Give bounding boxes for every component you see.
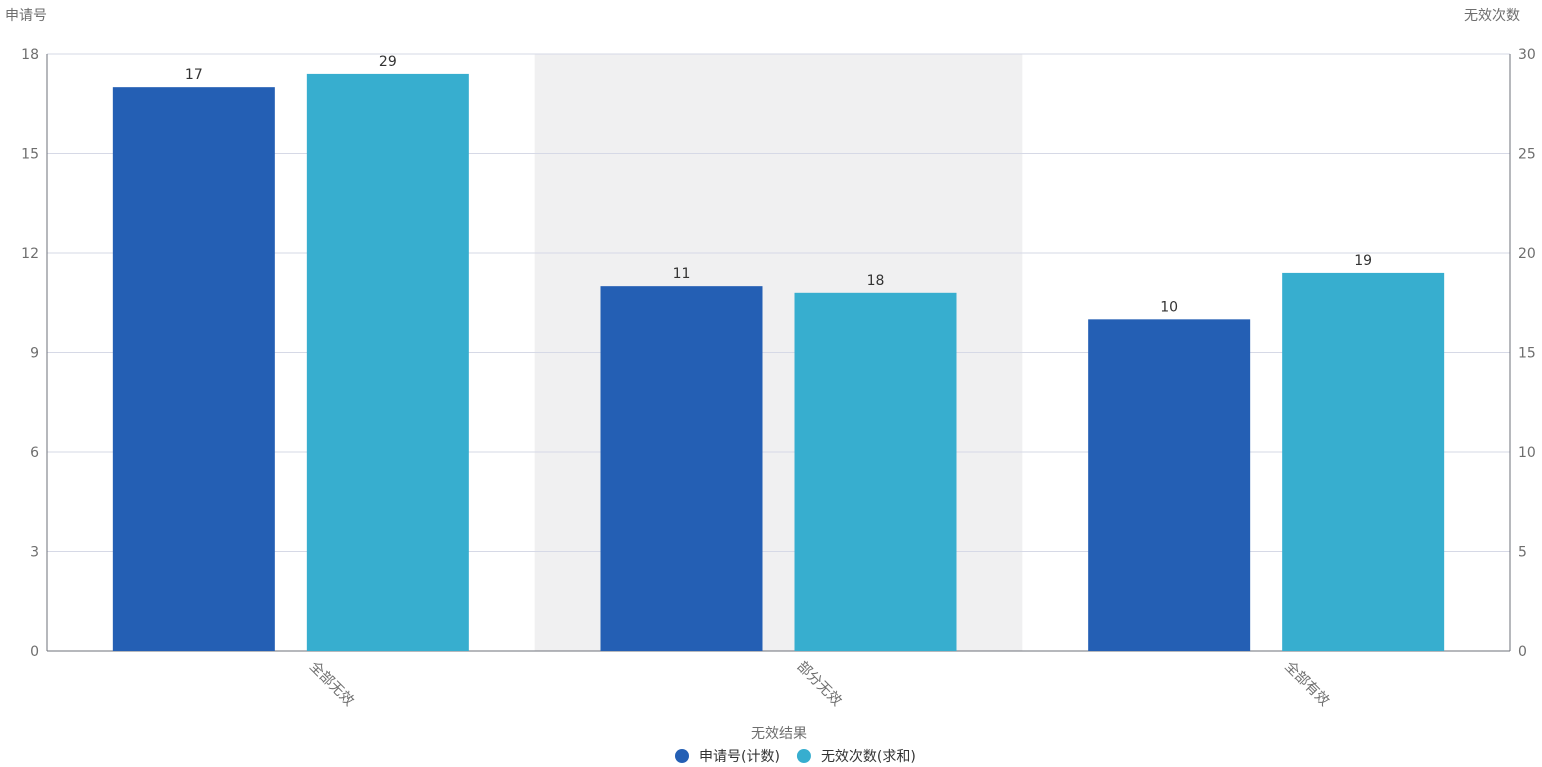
legend-item[interactable]: 无效次数(求和) bbox=[797, 749, 916, 765]
bar[interactable] bbox=[307, 74, 469, 651]
y-left-tick-label: 9 bbox=[30, 346, 39, 362]
y-right-tick-label: 10 bbox=[1518, 445, 1536, 461]
x-category-label: 部分无效 bbox=[794, 659, 845, 710]
y-left-tick-label: 3 bbox=[30, 545, 39, 561]
y-right-tick-label: 15 bbox=[1518, 346, 1536, 362]
y-left-tick-label: 15 bbox=[21, 147, 39, 163]
y-axis-left-title: 申请号 bbox=[5, 8, 47, 24]
y-left-tick-label: 18 bbox=[21, 47, 39, 63]
bar[interactable] bbox=[601, 286, 763, 651]
bar[interactable] bbox=[113, 87, 275, 651]
y-right-tick-label: 25 bbox=[1518, 147, 1536, 163]
y-right-tick-label: 0 bbox=[1518, 644, 1527, 660]
bar[interactable] bbox=[795, 293, 957, 651]
y-right-tick-label: 20 bbox=[1518, 246, 1536, 262]
y-left-tick-label: 12 bbox=[21, 246, 39, 262]
legend-item[interactable]: 申请号(计数) bbox=[675, 749, 780, 765]
bar[interactable] bbox=[1088, 319, 1250, 651]
legend-marker-icon bbox=[797, 749, 811, 763]
bar-value-label: 10 bbox=[1160, 299, 1178, 315]
x-category-label: 全部有效 bbox=[1281, 658, 1333, 710]
y-left-tick-label: 0 bbox=[30, 644, 39, 660]
legend: 申请号(计数) 无效次数(求和) bbox=[675, 749, 916, 765]
bar-value-label: 29 bbox=[379, 54, 397, 70]
y-left-tick-label: 6 bbox=[30, 445, 39, 461]
legend-marker-icon bbox=[675, 749, 689, 763]
bar[interactable] bbox=[1282, 273, 1444, 651]
y-right-tick-label: 30 bbox=[1518, 47, 1536, 63]
legend-label: 无效次数(求和) bbox=[821, 749, 916, 765]
bar-value-label: 19 bbox=[1354, 253, 1372, 269]
bar-value-label: 11 bbox=[673, 266, 691, 282]
x-category-label: 全部无效 bbox=[306, 658, 358, 710]
y-right-tick-label: 5 bbox=[1518, 545, 1527, 561]
y-axis-right-title: 无效次数 bbox=[1464, 8, 1520, 24]
x-axis-title: 无效结果 bbox=[751, 726, 807, 742]
bar-value-label: 17 bbox=[185, 67, 203, 83]
bar-value-label: 18 bbox=[867, 273, 885, 289]
legend-label: 申请号(计数) bbox=[699, 749, 780, 765]
